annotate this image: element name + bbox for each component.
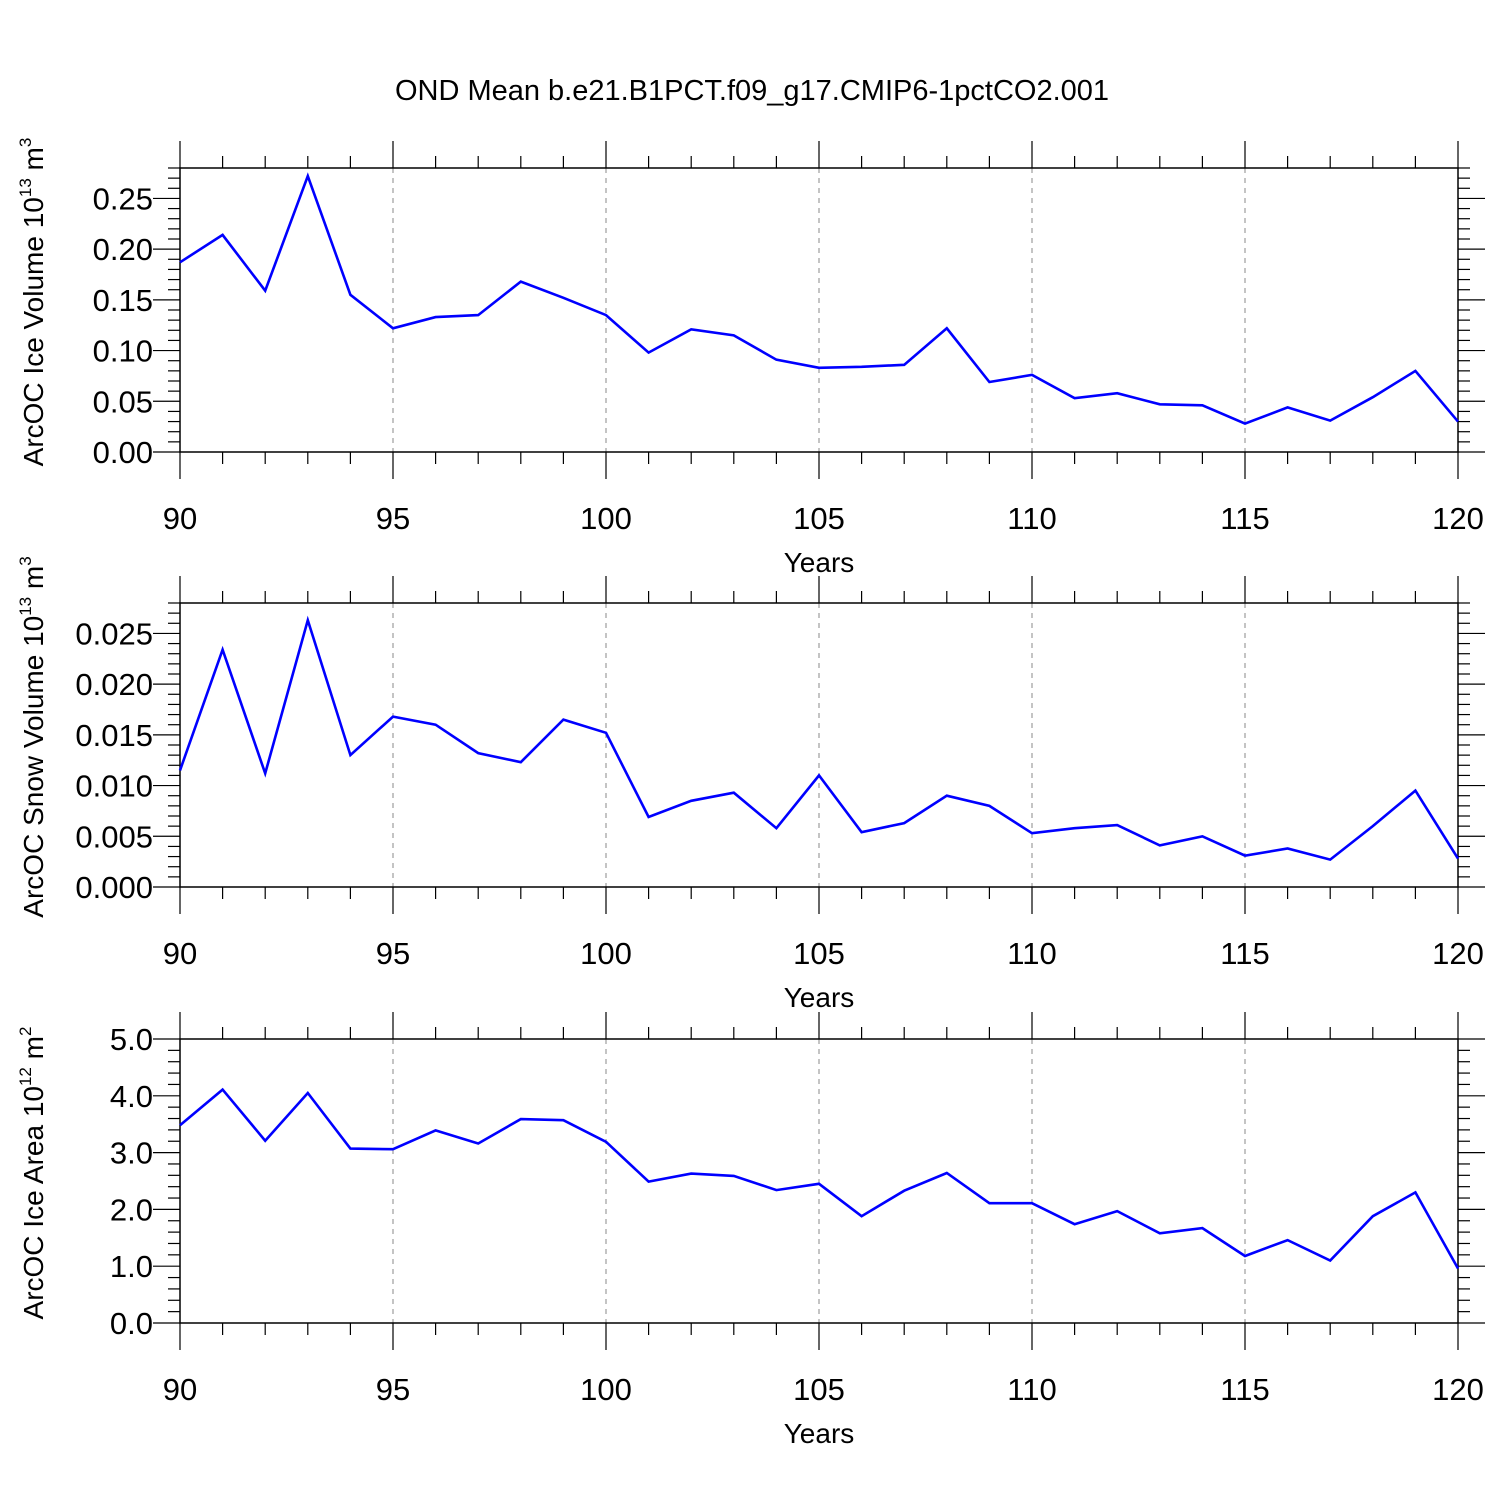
y-tick-label: 2.0 <box>110 1192 153 1227</box>
series-line <box>178 615 1460 862</box>
y-axis-label: ArcOC Ice Area 1012 m2 <box>16 1027 49 1320</box>
y-axis-label-part: ArcOC Ice Volume 10 <box>18 197 49 466</box>
y-axis-label: ArcOC Ice Volume 1013 m3 <box>16 138 49 467</box>
y-axis-label-superscript: 2 <box>16 1027 35 1036</box>
y-tick-label: 0.00 <box>93 435 153 470</box>
x-tick-label: 90 <box>163 936 197 971</box>
y-tick-label: 0.015 <box>75 718 153 753</box>
y-axis-label-superscript: 12 <box>16 1067 35 1086</box>
y-axis-label: ArcOC Snow Volume 1013 m3 <box>16 556 49 917</box>
x-tick-label: 90 <box>163 501 197 536</box>
chart-panel-2: 90 95 100 105 110 115 120 0.000 0.005 0.010 0.015 0… <box>16 556 1485 1013</box>
panels: 90 95 100 105 110 115 120 0.00 0.05 0.10 0.15 0.20 0… <box>16 138 1485 1449</box>
y-tick-label: 0.0 <box>110 1306 153 1341</box>
x-tick-label: 90 <box>163 1372 197 1407</box>
y-tick-label: 0.10 <box>93 334 153 369</box>
x-tick-label: 100 <box>580 501 632 536</box>
x-tick-label: 120 <box>1432 936 1484 971</box>
y-tick-label: 0.25 <box>93 181 153 216</box>
y-axis-label-part: ArcOC Snow Volume 10 <box>18 616 49 918</box>
series-line <box>179 1087 1460 1270</box>
x-tick-label: 95 <box>376 1372 410 1407</box>
y-tick-label: 0.05 <box>93 384 153 419</box>
x-tick-label: 95 <box>376 936 410 971</box>
x-axis-label: Years <box>784 982 855 1013</box>
x-tick-label: 110 <box>1007 501 1056 536</box>
y-axis-label-part: m <box>18 147 49 178</box>
y-tick-label: 0.20 <box>93 232 153 267</box>
y-tick-label: 5.0 <box>110 1022 153 1057</box>
y-axis-label-superscript: 13 <box>16 597 35 616</box>
x-tick-label: 115 <box>1220 936 1269 971</box>
chart-panel-1: 90 95 100 105 110 115 120 0.00 0.05 0.10 0.15 0.20 0… <box>16 138 1485 578</box>
x-tick-label: 100 <box>580 1372 632 1407</box>
x-tick-label: 105 <box>793 936 845 971</box>
x-tick-label: 95 <box>376 501 410 536</box>
chart-title: OND Mean b.e21.B1PCT.f09_g17.CMIP6-1pctC… <box>395 75 1109 107</box>
x-tick-label: 110 <box>1007 1372 1056 1407</box>
y-tick-label: 4.0 <box>110 1079 153 1114</box>
y-tick-label: 0.000 <box>75 870 153 905</box>
x-tick-label: 110 <box>1007 936 1056 971</box>
x-tick-label: 105 <box>793 501 845 536</box>
y-axis-label-superscript: 13 <box>16 178 35 197</box>
y-axis-label-superscript: 3 <box>16 556 35 565</box>
x-axis-label: Years <box>784 547 855 578</box>
y-axis-label-superscript: 3 <box>16 138 35 147</box>
y-tick-label: 0.025 <box>75 616 153 651</box>
series-line <box>179 172 1459 426</box>
chart-panel-3: 90 95 100 105 110 115 120 0.0 1.0 2.0 3.0 4.0 5.0 Yea… <box>16 1012 1485 1449</box>
x-tick-label: 120 <box>1432 501 1484 536</box>
y-tick-label: 1.0 <box>110 1249 153 1284</box>
y-tick-label: 0.010 <box>75 769 153 804</box>
y-tick-label: 0.005 <box>75 819 153 854</box>
x-tick-label: 100 <box>580 936 632 971</box>
x-tick-label: 115 <box>1220 1372 1269 1407</box>
x-tick-label: 120 <box>1432 1372 1484 1407</box>
x-axis-label: Years <box>784 1418 855 1449</box>
y-axis-label-part: ArcOC Ice Area 10 <box>18 1086 49 1319</box>
x-tick-label: 115 <box>1220 501 1269 536</box>
x-tick-label: 105 <box>793 1372 845 1407</box>
y-axis-label-part: m <box>18 566 49 597</box>
y-tick-label: 0.020 <box>75 667 153 702</box>
y-tick-label: 0.15 <box>93 283 153 318</box>
y-axis-label-part: m <box>18 1036 49 1067</box>
y-tick-label: 3.0 <box>110 1136 153 1171</box>
